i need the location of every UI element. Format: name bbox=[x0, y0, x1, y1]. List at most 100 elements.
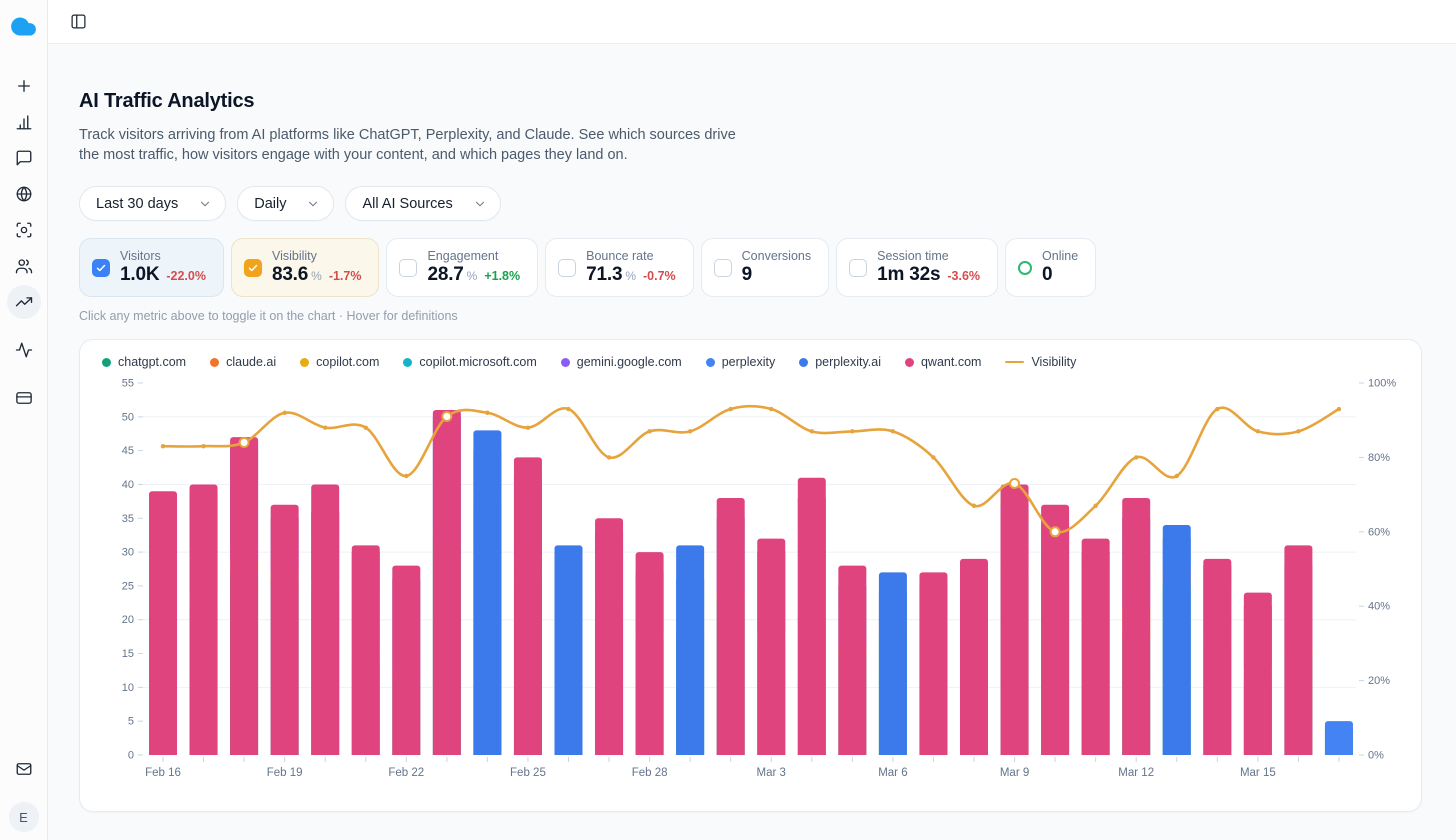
metric-card-online[interactable]: Online 0 bbox=[1005, 238, 1097, 297]
bar-feb-16[interactable] bbox=[149, 491, 177, 755]
filter-dropdown-last-30-days[interactable]: Last 30 days bbox=[79, 186, 227, 221]
metric-delta: +1.8% bbox=[484, 269, 521, 283]
metric-card-conversions[interactable]: Conversions 9 bbox=[700, 238, 830, 297]
bar-mar-17[interactable] bbox=[1324, 721, 1353, 755]
chart-legend: chatgpt.com claude.ai copilot.com copilot.m… bbox=[80, 340, 1421, 369]
metric-label: Engagement bbox=[427, 249, 499, 263]
sidebar-item-messages message-square-icon[interactable] bbox=[7, 141, 41, 175]
filter-dropdown-daily[interactable]: Daily bbox=[237, 186, 335, 221]
metric-label: Online bbox=[1042, 249, 1079, 263]
legend-item-gemini-google-com[interactable]: gemini.google.com bbox=[560, 355, 682, 369]
metric-label: Visitors bbox=[120, 249, 161, 263]
y-axis-right: 0% 20% 40% 60% 80% 100% bbox=[1359, 378, 1396, 762]
legend-item-perplexity[interactable]: perplexity bbox=[705, 355, 775, 369]
online-indicator online-ring-icon bbox=[1018, 260, 1033, 275]
sidebar-item-activity activity-icon[interactable] bbox=[7, 333, 41, 367]
metric-card-bounce-rate[interactable]: Bounce rate 71.3% -0.7% bbox=[545, 238, 694, 297]
legend-line-icon bbox=[1005, 361, 1025, 363]
sidebar-item-new plus-icon[interactable] bbox=[7, 69, 41, 103]
legend-item-claude-ai[interactable]: claude.ai bbox=[210, 355, 276, 369]
bar-mar-8[interactable] bbox=[960, 558, 988, 755]
bar-feb-20[interactable] bbox=[311, 484, 340, 755]
bar-mar-14[interactable] bbox=[1203, 558, 1232, 755]
svg-text:55: 55 bbox=[122, 378, 134, 390]
bar-mar-12[interactable] bbox=[1122, 497, 1151, 755]
bar-feb-17[interactable] bbox=[189, 484, 218, 755]
x-axis: Feb 16 Feb 19 Feb 22 Feb 25 Feb 28 Mar 3 Mar 6… bbox=[145, 757, 1340, 779]
legend-item-perplexity-ai[interactable]: perplexity.ai bbox=[799, 355, 881, 369]
metric-value: 71.3 bbox=[586, 264, 623, 285]
bar-feb-23[interactable] bbox=[432, 410, 461, 755]
sidebar-item-inbox mail-icon[interactable] bbox=[7, 752, 41, 786]
svg-text:20%: 20% bbox=[1368, 675, 1390, 687]
bar-mar-16[interactable] bbox=[1284, 545, 1313, 755]
legend-item-chatgpt-com[interactable]: chatgpt.com bbox=[102, 355, 186, 369]
bar-mar-15[interactable] bbox=[1243, 592, 1272, 755]
topbar bbox=[48, 0, 1456, 44]
traffic-chart-card: chatgpt.com claude.ai copilot.com copilot.m… bbox=[79, 339, 1422, 812]
bar-feb-19[interactable] bbox=[270, 504, 299, 755]
metric-value: 1m 32s bbox=[877, 264, 941, 285]
svg-text:Mar 3: Mar 3 bbox=[757, 767, 786, 779]
bar-feb-26[interactable] bbox=[554, 545, 583, 755]
bar-mar-13[interactable] bbox=[1162, 525, 1191, 755]
bar-mar-11[interactable] bbox=[1081, 538, 1110, 755]
bar-mar-9[interactable] bbox=[1000, 484, 1029, 755]
filter-dropdown-all-ai-sources[interactable]: All AI Sources bbox=[345, 186, 501, 221]
bar-mar-3[interactable] bbox=[757, 538, 786, 755]
sidebar: E bbox=[0, 0, 48, 840]
bar-feb-24[interactable] bbox=[473, 430, 502, 755]
metric-value: 1.0K bbox=[120, 264, 160, 285]
sidebar-item-ai-traffic trending-up-icon[interactable] bbox=[6, 285, 41, 319]
legend-item-visibility[interactable]: Visibility bbox=[1005, 355, 1076, 369]
metric-card-visitors[interactable]: Visitors 1.0K -22.0% bbox=[79, 238, 224, 297]
bounce-rate-checkbox[interactable] bbox=[558, 258, 577, 277]
metric-label: Visibility bbox=[271, 249, 317, 263]
bar-feb-18[interactable] bbox=[230, 437, 259, 755]
bar-feb-28[interactable] bbox=[635, 552, 664, 755]
metric-value: 83.6 bbox=[271, 264, 309, 285]
bar-mar-5[interactable] bbox=[838, 565, 867, 755]
sidebar-item-audience users-icon[interactable] bbox=[7, 249, 41, 283]
line-marker-mar-9 bbox=[1009, 477, 1021, 489]
sidebar-item-focus scan-eye-icon[interactable] bbox=[7, 213, 41, 247]
page-title: AI Traffic Analytics bbox=[79, 90, 255, 112]
metric-card-session-time[interactable]: Session time 1m 32s -3.6% bbox=[836, 238, 999, 297]
metric-value: 28.7 bbox=[427, 264, 464, 285]
sidebar-item-web globe-icon[interactable] bbox=[7, 177, 41, 211]
bar-feb-27[interactable] bbox=[595, 518, 624, 755]
svg-text:45: 45 bbox=[122, 445, 134, 457]
user-avatar[interactable]: E bbox=[8, 802, 39, 832]
metric-delta: -22.0% bbox=[166, 269, 206, 283]
page-description: Track visitors arriving from AI platform… bbox=[79, 127, 736, 163]
bar-feb-25[interactable] bbox=[513, 457, 542, 755]
session-time-checkbox[interactable] bbox=[849, 258, 868, 277]
conversions-checkbox[interactable] bbox=[713, 258, 732, 277]
legend-dot-icon bbox=[799, 357, 809, 367]
visitors-checkbox[interactable] bbox=[92, 258, 110, 277]
metric-label: Session time bbox=[877, 249, 949, 263]
sidebar-item-analytics bar-chart-icon[interactable] bbox=[7, 105, 41, 139]
legend-item-qwant-com[interactable]: qwant.com bbox=[904, 355, 981, 369]
legend-item-copilot-com[interactable]: copilot.com bbox=[300, 355, 379, 369]
app-logo cloud-logo-icon[interactable] bbox=[10, 13, 37, 45]
y-axis-left: 0 5 10 15 20 25 30 35 40 45 50 55 bbox=[122, 378, 143, 762]
legend-item-copilot-microsoft-com[interactable]: copilot.microsoft.com bbox=[403, 355, 537, 369]
metric-card-engagement[interactable]: Engagement 28.7% +1.8% bbox=[386, 238, 539, 297]
visibility-checkbox[interactable] bbox=[243, 258, 262, 277]
metric-card-visibility[interactable]: Visibility 83.6% -1.7% bbox=[230, 238, 380, 297]
bar-mar-6[interactable] bbox=[878, 572, 907, 755]
bar-feb-21[interactable] bbox=[351, 545, 380, 755]
bar-mar-10[interactable] bbox=[1041, 504, 1070, 755]
bar-mar-4[interactable] bbox=[797, 477, 826, 755]
bar-mar-1[interactable] bbox=[676, 545, 705, 755]
sidebar-item-billing credit-card-icon[interactable] bbox=[7, 381, 41, 415]
metric-delta: -0.7% bbox=[642, 269, 676, 283]
bar-feb-22[interactable] bbox=[392, 565, 421, 755]
svg-text:25: 25 bbox=[122, 580, 134, 592]
sidebar-bottom: E bbox=[7, 752, 41, 840]
engagement-checkbox[interactable] bbox=[399, 258, 418, 277]
sidebar-toggle-button panel-left-icon[interactable] bbox=[65, 9, 91, 35]
bar-mar-2[interactable] bbox=[716, 497, 745, 755]
bar-mar-7[interactable] bbox=[919, 572, 948, 755]
